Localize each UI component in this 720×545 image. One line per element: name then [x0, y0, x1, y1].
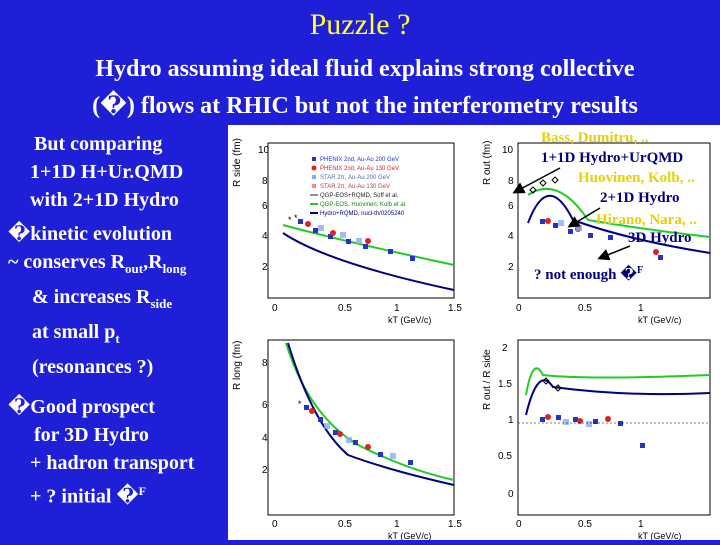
svg-text:0: 0: [516, 519, 522, 530]
annotation-3d-hydro: 3D Hydro: [628, 230, 692, 246]
left-line-hydro: with 2+1D Hydro: [30, 189, 179, 211]
svg-text:0: 0: [516, 303, 522, 314]
svg-text:1: 1: [638, 303, 644, 314]
svg-text:1: 1: [394, 519, 400, 530]
svg-text:1: 1: [394, 303, 400, 314]
left-line-kinetic: �kinetic evolution: [8, 223, 172, 245]
ylabel-rside: R side (fm): [232, 138, 243, 187]
svg-text:STAR 2π, Au-Au 200 GeV: STAR 2π, Au-Au 200 GeV: [320, 175, 390, 181]
xlabel-ratio: kT (GeV/c): [638, 531, 681, 540]
annotation-hydro-urqmd: 1+1D Hydro+UrQMD: [541, 150, 684, 166]
ylabel-ratio: R out / R side: [482, 349, 493, 410]
slide-title: Puzzle ?: [309, 8, 411, 41]
xlabel-rlong: kT (GeV/c): [388, 531, 431, 540]
svg-text:0.5: 0.5: [338, 303, 352, 314]
svg-text:0: 0: [272, 303, 278, 314]
panel-rlong: R long (fm) 8 6 4 2 0 0.5 1 1.5 kT (GeV/c) *: [232, 339, 462, 541]
svg-text:1: 1: [508, 415, 514, 426]
svg-text:2: 2: [502, 343, 508, 354]
svg-text:PHENIX 2nd, Au-Au 200 GeV: PHENIX 2nd, Au-Au 200 GeV: [320, 157, 399, 163]
svg-text:6: 6: [262, 400, 268, 411]
panel-ratio: R out / R side 2 1.5 1 0.5 0 0 0.5 1 kT (GeV/…: [482, 339, 711, 541]
svg-text:QGP-EOS, Huovinen, Kolb et al.: QGP-EOS, Huovinen, Kolb et al.: [320, 202, 407, 208]
svg-text:PHENIX 2nd, Au-Au 130 GeV: PHENIX 2nd, Au-Au 130 GeV: [320, 166, 399, 172]
annotation-huovinen: Huovinen, Kolb, ..: [578, 170, 695, 186]
ylabel-rout: R out (fm): [482, 141, 493, 185]
annotation-not-enough: ? not enough �F: [534, 265, 644, 283]
left-text-block: But comparing 1+1D H+Ur.QMD with 2+1D Hy…: [8, 130, 228, 511]
svg-text:*: *: [294, 213, 298, 223]
xlabel-rside: kT (GeV/c): [388, 315, 431, 325]
left-line-resonances: (resonances ?): [32, 356, 154, 378]
left-line-conserves: ~ conserves Rout,Rlong: [8, 251, 187, 276]
left-line-transport: + hadron transport: [30, 452, 195, 474]
svg-text:8: 8: [262, 358, 268, 369]
svg-text:0.5: 0.5: [498, 451, 512, 462]
svg-text:6: 6: [508, 201, 514, 212]
svg-text:2: 2: [262, 465, 268, 476]
svg-text:1: 1: [638, 519, 644, 530]
left-line-prospect: �Good prospect: [8, 396, 155, 418]
svg-text:*: *: [298, 399, 302, 409]
svg-text:10: 10: [258, 145, 270, 156]
svg-text:2: 2: [262, 262, 268, 273]
svg-text:0.5: 0.5: [578, 303, 592, 314]
annotation-bass: Bass, Dumitru, ..: [541, 130, 649, 146]
subtitle-line-1: Hydro assuming ideal fluid explains stro…: [95, 56, 635, 82]
svg-text:0.5: 0.5: [338, 519, 352, 530]
svg-text:STAR 2π, Au-Au 130 GeV: STAR 2π, Au-Au 130 GeV: [320, 184, 390, 190]
subtitle-line-2: (�) flows at RHIC but not the interferom…: [92, 93, 638, 119]
svg-text:4: 4: [262, 231, 268, 242]
svg-text:10: 10: [502, 145, 514, 156]
svg-text:0: 0: [272, 519, 278, 530]
svg-text:8: 8: [508, 176, 514, 187]
svg-text:6: 6: [262, 201, 268, 212]
left-line-initial: + ? initial �F: [30, 484, 147, 508]
svg-text:8: 8: [262, 176, 268, 187]
xlabel-rout: kT (GeV/c): [638, 315, 681, 325]
svg-text:1.5: 1.5: [448, 303, 462, 314]
svg-text:4: 4: [262, 433, 268, 444]
annotation-2d-hydro: 2+1D Hydro: [600, 190, 680, 206]
svg-text:4: 4: [508, 231, 514, 242]
svg-text:1.5: 1.5: [448, 519, 462, 530]
svg-text:1.5: 1.5: [498, 379, 512, 390]
ylabel-rlong: R long (fm): [232, 341, 243, 390]
left-line-3d-hydro: for 3D Hydro: [34, 424, 149, 446]
svg-text:0.5: 0.5: [578, 519, 592, 530]
svg-text:Hydro+RQMD, nucl-th/0205240: Hydro+RQMD, nucl-th/0205240: [320, 211, 405, 217]
svg-text:*: *: [288, 215, 292, 225]
left-line-small-pt: at small pt: [32, 321, 120, 346]
left-line-hurqmd: 1+1D H+Ur.QMD: [30, 161, 184, 183]
svg-text:2: 2: [508, 262, 514, 273]
left-line-increases: & increases Rside: [32, 286, 173, 311]
left-line-comparing: But comparing: [34, 133, 163, 155]
svg-text:QGP-EOS+RQMD, Soff et al.: QGP-EOS+RQMD, Soff et al.: [320, 193, 399, 199]
annotation-hirano: Hirano, Nara, ..: [596, 212, 697, 228]
svg-text:0: 0: [508, 489, 514, 500]
legend: PHENIX 2nd, Au-Au 200 GeV PHENIX 2nd, Au…: [310, 157, 407, 217]
panel-rout: R out (fm) 10 8 6 4 2 0 0.5 1 kT (GeV/c): [482, 141, 711, 325]
